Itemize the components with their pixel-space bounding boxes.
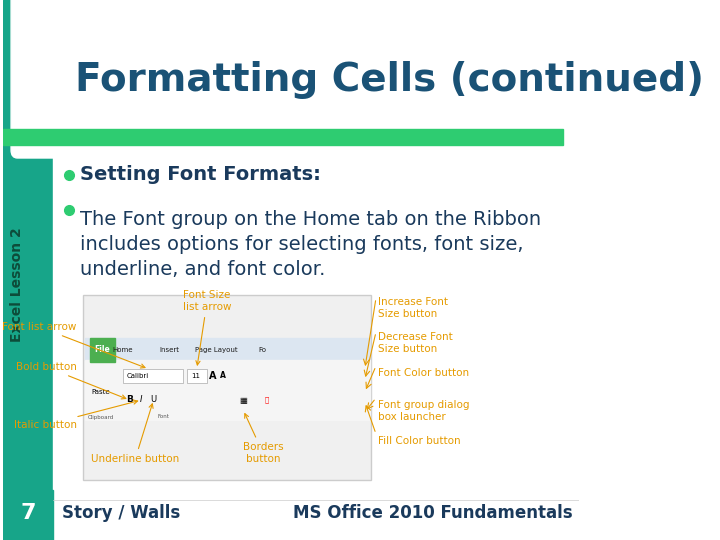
Text: Formatting Cells (continued): Formatting Cells (continued)	[75, 61, 704, 99]
Text: Story / Walls: Story / Walls	[63, 504, 181, 522]
Text: Setting Font Formats:: Setting Font Formats:	[80, 165, 321, 185]
Bar	[3, 0, 53, 540]
Text: Calibri: Calibri	[127, 373, 149, 379]
Text: U: U	[150, 395, 156, 404]
Text: Decrease Font
Size button: Decrease Font Size button	[377, 332, 452, 354]
Text: Paste: Paste	[91, 389, 110, 395]
Text: Font Color button: Font Color button	[377, 368, 469, 378]
Text: 11: 11	[191, 373, 200, 379]
Text: 7: 7	[20, 503, 35, 523]
Text: Page Layout: Page Layout	[194, 347, 238, 353]
Text: 🔴: 🔴	[265, 397, 269, 403]
Text: Insert: Insert	[160, 347, 179, 353]
Text: Font Size
list arrow: Font Size list arrow	[183, 291, 231, 365]
Text: File: File	[94, 346, 110, 354]
Bar	[89, 338, 115, 362]
FancyBboxPatch shape	[11, 0, 72, 158]
Text: Borders
button: Borders button	[243, 414, 284, 464]
Text: A: A	[209, 371, 217, 381]
Text: Bold button: Bold button	[16, 362, 126, 399]
Text: Fill Color button: Fill Color button	[377, 436, 460, 446]
Text: B: B	[126, 395, 133, 404]
Text: Increase Font
Size button: Increase Font Size button	[377, 297, 448, 319]
Text: Font group dialog
box launcher: Font group dialog box launcher	[377, 400, 469, 422]
Text: Excel Lesson 2: Excel Lesson 2	[11, 228, 24, 342]
Text: Fo: Fo	[258, 347, 266, 353]
Text: Clipboard: Clipboard	[88, 415, 114, 420]
Bar	[3, 129, 563, 145]
Text: I: I	[140, 395, 143, 404]
Text: Home: Home	[113, 347, 133, 353]
Text: Underline button: Underline button	[91, 404, 179, 464]
Bar	[85, 338, 369, 360]
Bar	[187, 369, 207, 383]
Text: Font list arrow: Font list arrow	[2, 322, 145, 368]
Text: ▦: ▦	[239, 395, 247, 404]
Bar	[83, 295, 372, 480]
Text: A: A	[220, 372, 226, 381]
Text: Font: Font	[157, 415, 169, 420]
Bar	[85, 360, 369, 420]
Bar	[3, 490, 53, 540]
Text: The Font group on the Home tab on the Ribbon
includes options for selecting font: The Font group on the Home tab on the Ri…	[80, 210, 541, 279]
Text: Italic button: Italic button	[14, 400, 138, 430]
Text: MS Office 2010 Fundamentals: MS Office 2010 Fundamentals	[293, 504, 573, 522]
Bar	[123, 369, 183, 383]
